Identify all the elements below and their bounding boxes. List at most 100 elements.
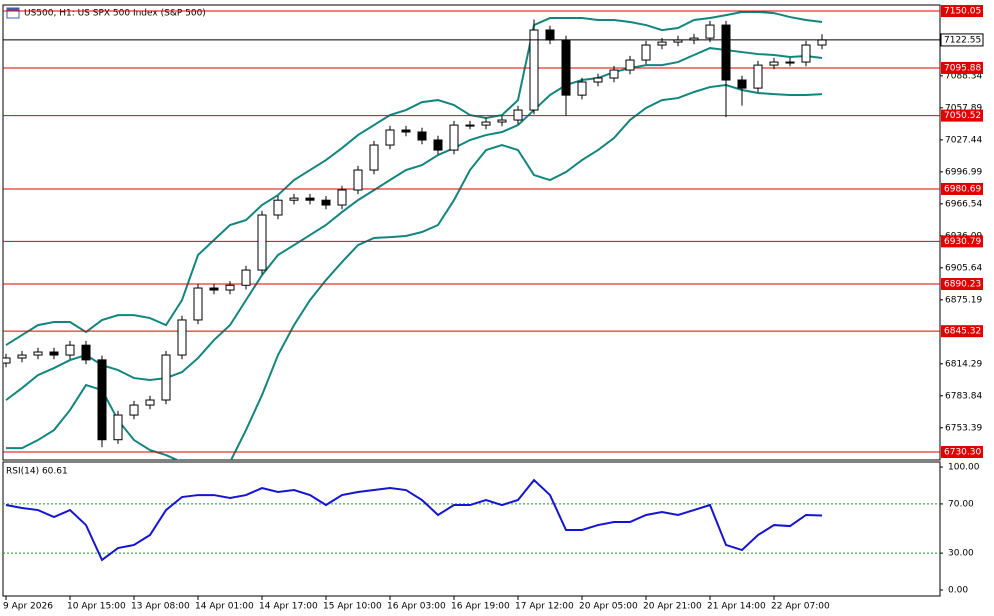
level-box bbox=[941, 61, 983, 74]
rsi-panel bbox=[2, 461, 941, 597]
candle-body bbox=[705, 24, 715, 39]
band-upper bbox=[5, 11, 823, 346]
rsi-line bbox=[5, 478, 823, 562]
candle-body bbox=[545, 29, 555, 41]
symbol-icon bbox=[6, 7, 20, 19]
candle-body bbox=[817, 39, 827, 46]
candle-body bbox=[369, 144, 379, 171]
y-tick-label: 70.00 bbox=[948, 499, 974, 509]
candle-body bbox=[337, 189, 347, 206]
x-tick-label: 21 Apr 14:00 bbox=[707, 602, 766, 612]
level-box bbox=[941, 182, 983, 195]
candle-body bbox=[273, 199, 283, 216]
candles bbox=[3, 19, 827, 448]
level-label: 6930.79 bbox=[944, 237, 981, 247]
y-tick-label: 30.00 bbox=[948, 549, 974, 559]
main-panel bbox=[2, 4, 941, 461]
y-tick-label: 100.00 bbox=[948, 463, 980, 473]
candle-body bbox=[561, 39, 571, 96]
candle-body bbox=[433, 139, 443, 151]
x-tick-label: 20 Apr 05:00 bbox=[579, 602, 638, 612]
candle-body bbox=[465, 124, 475, 127]
x-tick-label: 14 Apr 17:00 bbox=[259, 602, 318, 612]
candle-body bbox=[33, 351, 43, 356]
candle-body bbox=[209, 287, 219, 291]
x-tick-label: 20 Apr 21:00 bbox=[643, 602, 702, 612]
candle-body bbox=[97, 359, 107, 441]
x-tick-label: 16 Apr 19:00 bbox=[451, 602, 510, 612]
level-box bbox=[941, 5, 983, 18]
y-tick-label: 7057.89 bbox=[945, 103, 982, 113]
x-tick-label: 14 Apr 01:00 bbox=[195, 602, 254, 612]
candle-body bbox=[289, 197, 299, 201]
candle-body bbox=[3, 357, 11, 364]
candle-body bbox=[17, 354, 27, 359]
y-tick-label: 6905.64 bbox=[945, 263, 982, 273]
level-label: 7150.05 bbox=[944, 7, 981, 17]
candle-body bbox=[609, 69, 619, 79]
candle-body bbox=[113, 414, 123, 441]
candle-body bbox=[497, 119, 507, 123]
y-tick-label: 6783.84 bbox=[945, 391, 982, 401]
y-tick-label: 6875.19 bbox=[945, 295, 982, 305]
x-tick-label: 15 Apr 10:00 bbox=[323, 602, 382, 612]
level-box bbox=[941, 277, 983, 290]
candle-body bbox=[769, 61, 779, 66]
candle-body bbox=[785, 61, 795, 64]
candle-body bbox=[513, 109, 523, 121]
candle-body bbox=[65, 344, 75, 356]
band-middle bbox=[5, 47, 823, 401]
y-tick-label: 7027.44 bbox=[945, 135, 982, 145]
level-label: 6980.69 bbox=[944, 184, 981, 194]
band-lower bbox=[6, 84, 823, 460]
rsi bbox=[5, 478, 823, 562]
candle-body bbox=[753, 64, 763, 89]
candle-body bbox=[177, 319, 187, 356]
current-price-box bbox=[940, 33, 984, 47]
candle-body bbox=[257, 214, 267, 271]
bollinger-bands bbox=[5, 11, 823, 460]
candle-body bbox=[737, 79, 747, 89]
y-tick-label: 6753.39 bbox=[945, 423, 982, 433]
candle-body bbox=[161, 354, 171, 401]
candle-body bbox=[801, 44, 811, 63]
candle-body bbox=[81, 344, 91, 361]
level-box bbox=[941, 446, 983, 459]
level-label: 6730.30 bbox=[944, 448, 981, 458]
x-tick-label: 17 Apr 12:00 bbox=[515, 602, 574, 612]
candle-body bbox=[641, 44, 651, 61]
candle-body bbox=[529, 29, 539, 111]
y-tick-label: 6996.99 bbox=[945, 167, 982, 177]
y-tick-label: 0.00 bbox=[948, 585, 968, 595]
level-label: 6845.32 bbox=[944, 327, 981, 337]
candle-body bbox=[321, 199, 331, 206]
rsi-title: RSI(14) 60.61 bbox=[6, 467, 68, 477]
y-tick-label: 7088.34 bbox=[945, 71, 982, 81]
candle-body bbox=[577, 81, 587, 96]
candle-body bbox=[449, 124, 459, 151]
level-box bbox=[941, 325, 983, 338]
candle-body bbox=[657, 41, 667, 46]
level-label: 7050.52 bbox=[944, 111, 981, 121]
x-tick-label: 13 Apr 08:00 bbox=[131, 602, 190, 612]
candle-body bbox=[353, 169, 363, 191]
candle-body bbox=[481, 121, 491, 126]
candle-body bbox=[625, 59, 635, 71]
candle-body bbox=[721, 24, 731, 81]
candle-body bbox=[225, 284, 235, 291]
x-tick-label: 16 Apr 03:00 bbox=[387, 602, 446, 612]
y-tick-label: 6966.54 bbox=[945, 199, 982, 209]
candle-body bbox=[305, 197, 315, 201]
candle-body bbox=[49, 351, 59, 356]
chart-title: US500, H1: US SPX 500 Index (S&P 500) bbox=[24, 9, 206, 19]
level-label: 6890.23 bbox=[944, 279, 981, 289]
level-box bbox=[941, 109, 983, 122]
level-label: 7095.88 bbox=[944, 63, 981, 73]
candle-body bbox=[129, 404, 139, 416]
x-tick-label: 22 Apr 07:00 bbox=[771, 602, 830, 612]
candle-body bbox=[401, 129, 411, 133]
candle-body bbox=[145, 399, 155, 406]
x-tick-label: 9 Apr 2026 bbox=[3, 602, 53, 612]
